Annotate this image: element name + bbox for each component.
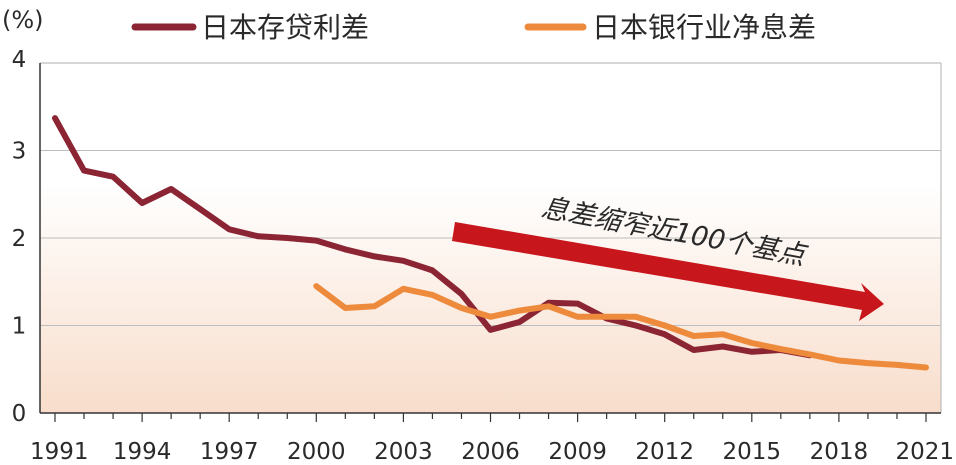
x-tick-label: 2021: [895, 439, 954, 465]
x-tick-label: 2015: [723, 439, 782, 465]
y-tick-label: 2: [12, 226, 27, 252]
x-tick-label: 1991: [30, 439, 89, 465]
legend-label-net-interest-margin: 日本银行业净息差: [592, 11, 816, 44]
x-tick-labels: 1991 1994 1997 2000 2003 2006 2009 2012 2015 2018…: [30, 439, 954, 465]
series-lines: [52, 115, 929, 371]
y-tick-labels: 0 1 2 3 4: [12, 47, 27, 427]
x-tick-label: 2003: [374, 439, 433, 465]
axes: [39, 63, 941, 422]
x-tick-label: 1994: [113, 439, 172, 465]
x-tick-label: 2009: [548, 439, 607, 465]
y-tick-label: 1: [12, 314, 27, 340]
x-tick-label: 2018: [810, 439, 869, 465]
x-tick-label: 2000: [287, 439, 346, 465]
y-tick-label: 0: [12, 401, 27, 427]
y-tick-label: 3: [12, 139, 27, 165]
series-line-net-interest-margin: [313, 283, 929, 371]
legend-label-loan-deposit-spread: 日本存贷利差: [201, 11, 369, 44]
y-tick-label: 4: [12, 47, 27, 73]
x-tick-label: 1997: [200, 439, 259, 465]
y-axis-unit-label: (%): [2, 6, 44, 34]
x-tick-label: 2006: [461, 439, 520, 465]
x-tick-label: 2012: [635, 439, 694, 465]
trend-arrow: [452, 222, 884, 321]
series-line-loan-deposit-spread: [52, 115, 813, 359]
legend: 日本存贷利差 日本银行业净息差: [131, 11, 816, 44]
